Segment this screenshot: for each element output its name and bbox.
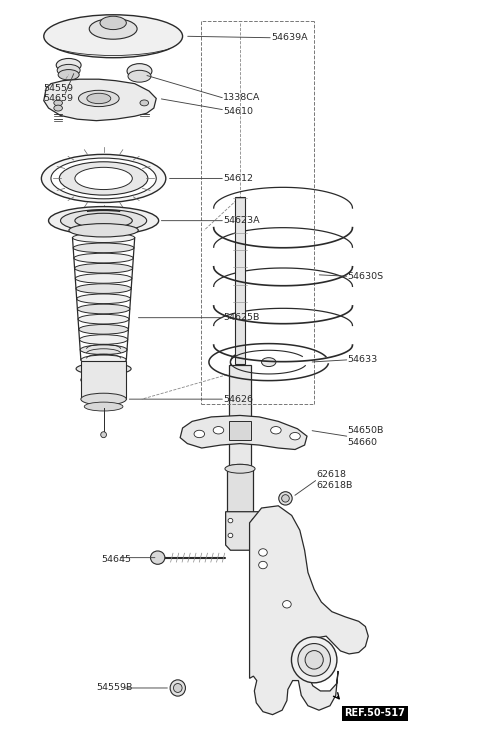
Ellipse shape xyxy=(81,355,126,365)
Ellipse shape xyxy=(48,206,158,234)
Ellipse shape xyxy=(76,283,131,293)
Ellipse shape xyxy=(54,105,62,111)
Ellipse shape xyxy=(74,253,133,263)
Polygon shape xyxy=(226,512,259,551)
Ellipse shape xyxy=(78,91,119,107)
Ellipse shape xyxy=(228,519,233,523)
Ellipse shape xyxy=(77,304,130,314)
Ellipse shape xyxy=(226,464,254,473)
Text: 54639A: 54639A xyxy=(271,33,308,42)
Text: 54659: 54659 xyxy=(44,94,74,103)
Text: 54645: 54645 xyxy=(101,555,131,565)
Ellipse shape xyxy=(75,274,132,283)
Ellipse shape xyxy=(279,492,292,505)
Ellipse shape xyxy=(80,345,127,355)
Ellipse shape xyxy=(44,15,182,58)
Text: 54623A: 54623A xyxy=(223,216,260,225)
Ellipse shape xyxy=(262,358,276,367)
Bar xyxy=(228,421,252,440)
Ellipse shape xyxy=(173,683,182,692)
Ellipse shape xyxy=(101,432,107,438)
Ellipse shape xyxy=(170,680,185,696)
Ellipse shape xyxy=(252,519,257,523)
Ellipse shape xyxy=(79,324,129,334)
Ellipse shape xyxy=(41,154,166,203)
Ellipse shape xyxy=(100,16,126,30)
Ellipse shape xyxy=(60,209,147,232)
Text: REF.50-517: REF.50-517 xyxy=(344,708,405,718)
Ellipse shape xyxy=(72,233,135,243)
Bar xyxy=(235,197,245,364)
Text: 1338CA: 1338CA xyxy=(223,93,261,102)
Ellipse shape xyxy=(84,402,123,411)
Text: 54660: 54660 xyxy=(348,438,378,447)
Ellipse shape xyxy=(291,637,337,683)
Ellipse shape xyxy=(89,19,137,39)
Polygon shape xyxy=(44,79,156,121)
Ellipse shape xyxy=(60,162,148,195)
Ellipse shape xyxy=(77,294,131,303)
Ellipse shape xyxy=(151,551,165,565)
Text: 54625B: 54625B xyxy=(223,313,260,322)
Text: 62618B: 62618B xyxy=(317,482,353,490)
Text: 54559B: 54559B xyxy=(96,683,133,692)
Ellipse shape xyxy=(75,168,132,189)
Ellipse shape xyxy=(259,562,267,569)
Text: 62618: 62618 xyxy=(317,470,347,479)
Ellipse shape xyxy=(127,64,152,79)
Ellipse shape xyxy=(76,363,131,375)
Ellipse shape xyxy=(128,70,151,82)
Ellipse shape xyxy=(283,600,291,608)
Bar xyxy=(81,361,126,399)
Text: 54650B: 54650B xyxy=(348,426,384,435)
Ellipse shape xyxy=(227,523,253,531)
Ellipse shape xyxy=(298,643,330,676)
Text: 54559: 54559 xyxy=(44,84,74,93)
Ellipse shape xyxy=(51,158,156,199)
Ellipse shape xyxy=(80,335,128,344)
Ellipse shape xyxy=(305,651,323,669)
Ellipse shape xyxy=(282,495,289,502)
Polygon shape xyxy=(180,416,307,450)
Ellipse shape xyxy=(57,65,80,76)
Text: 54630S: 54630S xyxy=(348,272,384,280)
Ellipse shape xyxy=(140,100,149,106)
Ellipse shape xyxy=(228,533,233,538)
Ellipse shape xyxy=(73,243,134,253)
Bar xyxy=(228,365,252,469)
Ellipse shape xyxy=(81,373,126,387)
Ellipse shape xyxy=(87,93,111,104)
Ellipse shape xyxy=(56,59,81,72)
Ellipse shape xyxy=(58,70,79,80)
Ellipse shape xyxy=(81,393,126,405)
Text: 54610: 54610 xyxy=(223,108,253,116)
Ellipse shape xyxy=(54,100,62,106)
Ellipse shape xyxy=(271,427,281,434)
Ellipse shape xyxy=(78,315,129,324)
Ellipse shape xyxy=(194,430,204,438)
Polygon shape xyxy=(250,506,368,715)
Ellipse shape xyxy=(74,263,132,273)
Ellipse shape xyxy=(259,549,267,556)
Ellipse shape xyxy=(75,213,132,228)
Ellipse shape xyxy=(290,433,300,440)
Ellipse shape xyxy=(252,533,257,538)
Text: 54626: 54626 xyxy=(223,395,253,404)
Ellipse shape xyxy=(69,223,138,237)
Ellipse shape xyxy=(225,464,255,473)
Ellipse shape xyxy=(213,427,224,434)
Text: 54633: 54633 xyxy=(348,355,378,364)
Bar xyxy=(227,469,253,527)
Text: 54612: 54612 xyxy=(223,174,253,183)
